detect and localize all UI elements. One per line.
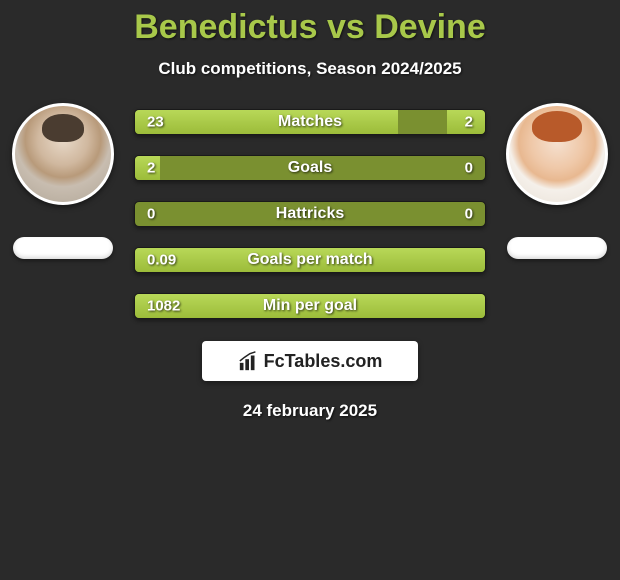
player-right-col [502, 103, 612, 259]
player-right-flag [507, 237, 607, 259]
player-left-col [8, 103, 118, 259]
player-left-avatar [12, 103, 114, 205]
stat-value-right: 0 [465, 206, 473, 223]
stat-value-right: 0 [465, 160, 473, 177]
stat-value-left: 0 [147, 206, 155, 223]
stat-bars: 23 2 Matches 2 0 Goals 0 0 Hattricks 0.09 Goals pe… [134, 109, 486, 319]
stat-value-left: 0.09 [147, 252, 176, 269]
comparison-date: 24 february 2025 [0, 401, 620, 421]
bar-chart-icon [238, 350, 260, 372]
stat-label: Goals [288, 159, 332, 177]
comparison-subtitle: Club competitions, Season 2024/2025 [0, 59, 620, 79]
stat-bar: 23 2 Matches [134, 109, 486, 135]
stat-value-right: 2 [465, 114, 473, 131]
logo-text: FcTables.com [264, 351, 383, 372]
stat-label: Matches [278, 113, 342, 131]
player-right-avatar [506, 103, 608, 205]
stat-label: Min per goal [263, 297, 357, 315]
comparison-title: Benedictus vs Devine [0, 8, 620, 47]
stat-value-left: 2 [147, 160, 155, 177]
stat-bar-fill-left [135, 110, 398, 134]
stat-label: Goals per match [247, 251, 372, 269]
logo-box: FcTables.com [202, 341, 418, 381]
stat-bar: 2 0 Goals [134, 155, 486, 181]
stat-value-left: 1082 [147, 298, 180, 315]
stat-bar: 1082 Min per goal [134, 293, 486, 319]
stat-label: Hattricks [276, 205, 344, 223]
stat-value-left: 23 [147, 114, 164, 131]
comparison-area: 23 2 Matches 2 0 Goals 0 0 Hattricks 0.09 Goals pe… [0, 103, 620, 319]
stat-bar: 0 0 Hattricks [134, 201, 486, 227]
player-left-flag [13, 237, 113, 259]
stat-bar: 0.09 Goals per match [134, 247, 486, 273]
